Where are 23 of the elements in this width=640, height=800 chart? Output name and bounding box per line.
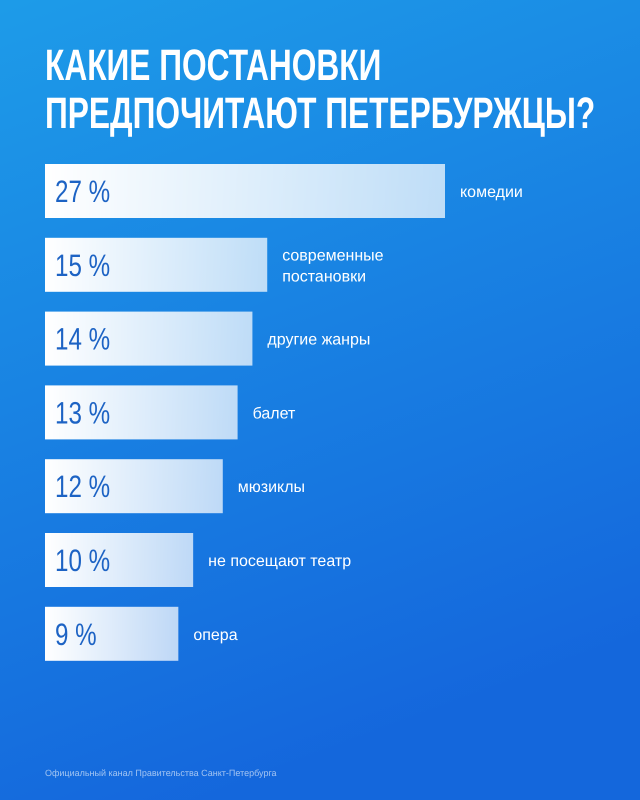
bar <box>45 533 194 587</box>
y-tick-label: не посещают театр <box>208 553 352 570</box>
data-label: 13 % <box>55 396 110 430</box>
bar <box>45 164 445 218</box>
y-tick-label: балет <box>252 405 296 422</box>
bar <box>45 459 223 514</box>
data-label: 9 % <box>55 616 97 652</box>
y-tick-label: опера <box>193 626 238 644</box>
y-tick-label: другие жанры <box>267 332 370 349</box>
bar <box>45 385 238 440</box>
bar <box>45 606 178 661</box>
text: Официальный канал Правительства Санкт-Петербурга <box>45 768 277 778</box>
data-label: 27 % <box>55 174 110 209</box>
data-label: 10 % <box>55 543 110 578</box>
y-tick-label: мюзиклы <box>238 479 306 496</box>
bar <box>45 238 268 292</box>
data-label: 14 % <box>55 322 110 356</box>
y-tick-label: современные постановки <box>282 247 384 286</box>
data-label: 15 % <box>55 248 110 282</box>
y-tick-label: комедии <box>460 184 523 201</box>
chart-title: КАКИЕ ПОСТАНОВКИ ПРЕДПОЧИТАЮТ ПЕТЕРБУРЖЦЫ? <box>45 40 596 138</box>
bar <box>45 312 252 366</box>
data-label: 12 % <box>55 469 110 504</box>
